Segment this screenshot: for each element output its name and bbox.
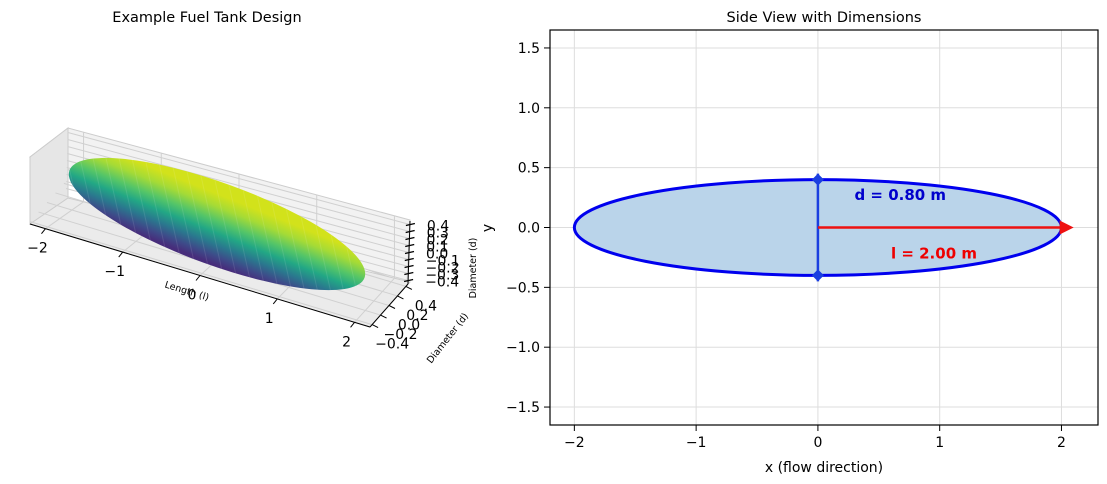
x-tick-3d	[272, 298, 278, 305]
diameter-arrowhead-bottom	[811, 269, 824, 282]
y-tick-3d	[371, 324, 379, 329]
z-tick-3d	[405, 222, 416, 227]
y-tick-label: −0.5	[506, 280, 540, 296]
z-tick-3d	[403, 278, 414, 283]
grid-line-z3d	[67, 139, 410, 232]
y-tick-label-3d: 0.4	[415, 298, 437, 314]
y-tick-label: 0.5	[518, 161, 540, 177]
x-tick-label-3d: 2	[342, 334, 351, 350]
z-tick-3d	[405, 243, 415, 248]
x-tick-label-3d: −2	[27, 241, 48, 257]
x-tick-label: 2	[1057, 435, 1066, 451]
y-tick-label: −1.5	[506, 400, 540, 416]
diameter-annotation: d = 0.80 m	[854, 186, 946, 204]
ticks-2d: −2 −1 0 1 2 1.5 1.0 0.5 0.0 −0.5 −1.0 −1.5	[506, 41, 1066, 451]
y-tick-label-3d: −0.2	[384, 327, 418, 343]
grid-line-x3d	[354, 277, 395, 323]
length-annotation: l = 2.00 m	[891, 245, 977, 263]
z-axis-3d-label: Diameter (d)	[468, 238, 479, 299]
y-tick-3d	[405, 285, 413, 290]
y-tick-label: 1.5	[518, 41, 540, 57]
x-tick-3d	[195, 275, 201, 281]
z-tick-label-3d: 0.0	[426, 247, 448, 263]
diameter-arrowhead-top	[811, 173, 824, 186]
x-tick-label-3d: 1	[265, 311, 274, 327]
x-tick-label-3d: 0	[188, 288, 197, 304]
chart-side-title: Side View with Dimensions	[727, 10, 922, 26]
tank-surface	[68, 157, 366, 291]
chart-side-view: Side View with Dimensions d = 0.80 m l =…	[480, 10, 1099, 476]
y-tick-label: 1.0	[518, 101, 540, 117]
z-tick-3d	[404, 257, 414, 262]
y-tick-label-3d: 0.2	[406, 308, 428, 324]
y-axis-label: y	[480, 224, 496, 232]
length-arrowhead	[1059, 220, 1074, 235]
z-tick-3d	[405, 236, 415, 241]
z-tick-label-3d: −0.2	[426, 261, 460, 277]
x-tick-3d	[350, 322, 355, 328]
x-tick-3d	[41, 228, 46, 234]
z-tick-3d	[404, 250, 415, 255]
y-tick-3d	[388, 305, 396, 309]
x-tick-3d	[118, 251, 124, 258]
y-tick-label-3d: 0.0	[398, 318, 420, 334]
z-tick-3d	[404, 271, 414, 276]
z-tick-label-3d: 0.2	[426, 233, 448, 249]
chart-3d: Example Fuel Tank Design	[27, 10, 479, 366]
z-tick-label-3d: −0.3	[425, 268, 459, 284]
z-tick-label-3d: −0.4	[425, 275, 459, 291]
z-tick-3d	[404, 264, 414, 269]
x-tick-label-3d: −1	[104, 264, 125, 280]
grid-line-x3d	[45, 201, 84, 230]
grid-line-y3d	[29, 221, 373, 326]
y-tick-label: 0.0	[518, 221, 540, 237]
x-axis-label: x (flow direction)	[765, 460, 883, 476]
y-tick-3d	[397, 295, 404, 300]
y-tick-label-3d: −0.4	[375, 337, 409, 353]
z-tick-label-3d: 0.1	[426, 240, 448, 256]
z-tick-label-3d: 0.3	[427, 226, 449, 242]
grid-line-z3d	[67, 132, 411, 225]
z-tick-label-3d: 0.4	[427, 219, 449, 235]
x-tick-label: −2	[564, 435, 585, 451]
y-axis-3d-label: Diameter (d)	[425, 311, 471, 366]
z-tick-3d	[405, 229, 415, 234]
y-tick-3d	[380, 314, 387, 319]
y-tick-label: −1.0	[506, 340, 540, 356]
z-tick-label-3d: −0.1	[426, 254, 460, 270]
x-tick-label: 1	[935, 435, 944, 451]
x-tick-label: −1	[686, 435, 707, 451]
chart-3d-title: Example Fuel Tank Design	[112, 10, 301, 26]
x-tick-label: 0	[813, 435, 822, 451]
